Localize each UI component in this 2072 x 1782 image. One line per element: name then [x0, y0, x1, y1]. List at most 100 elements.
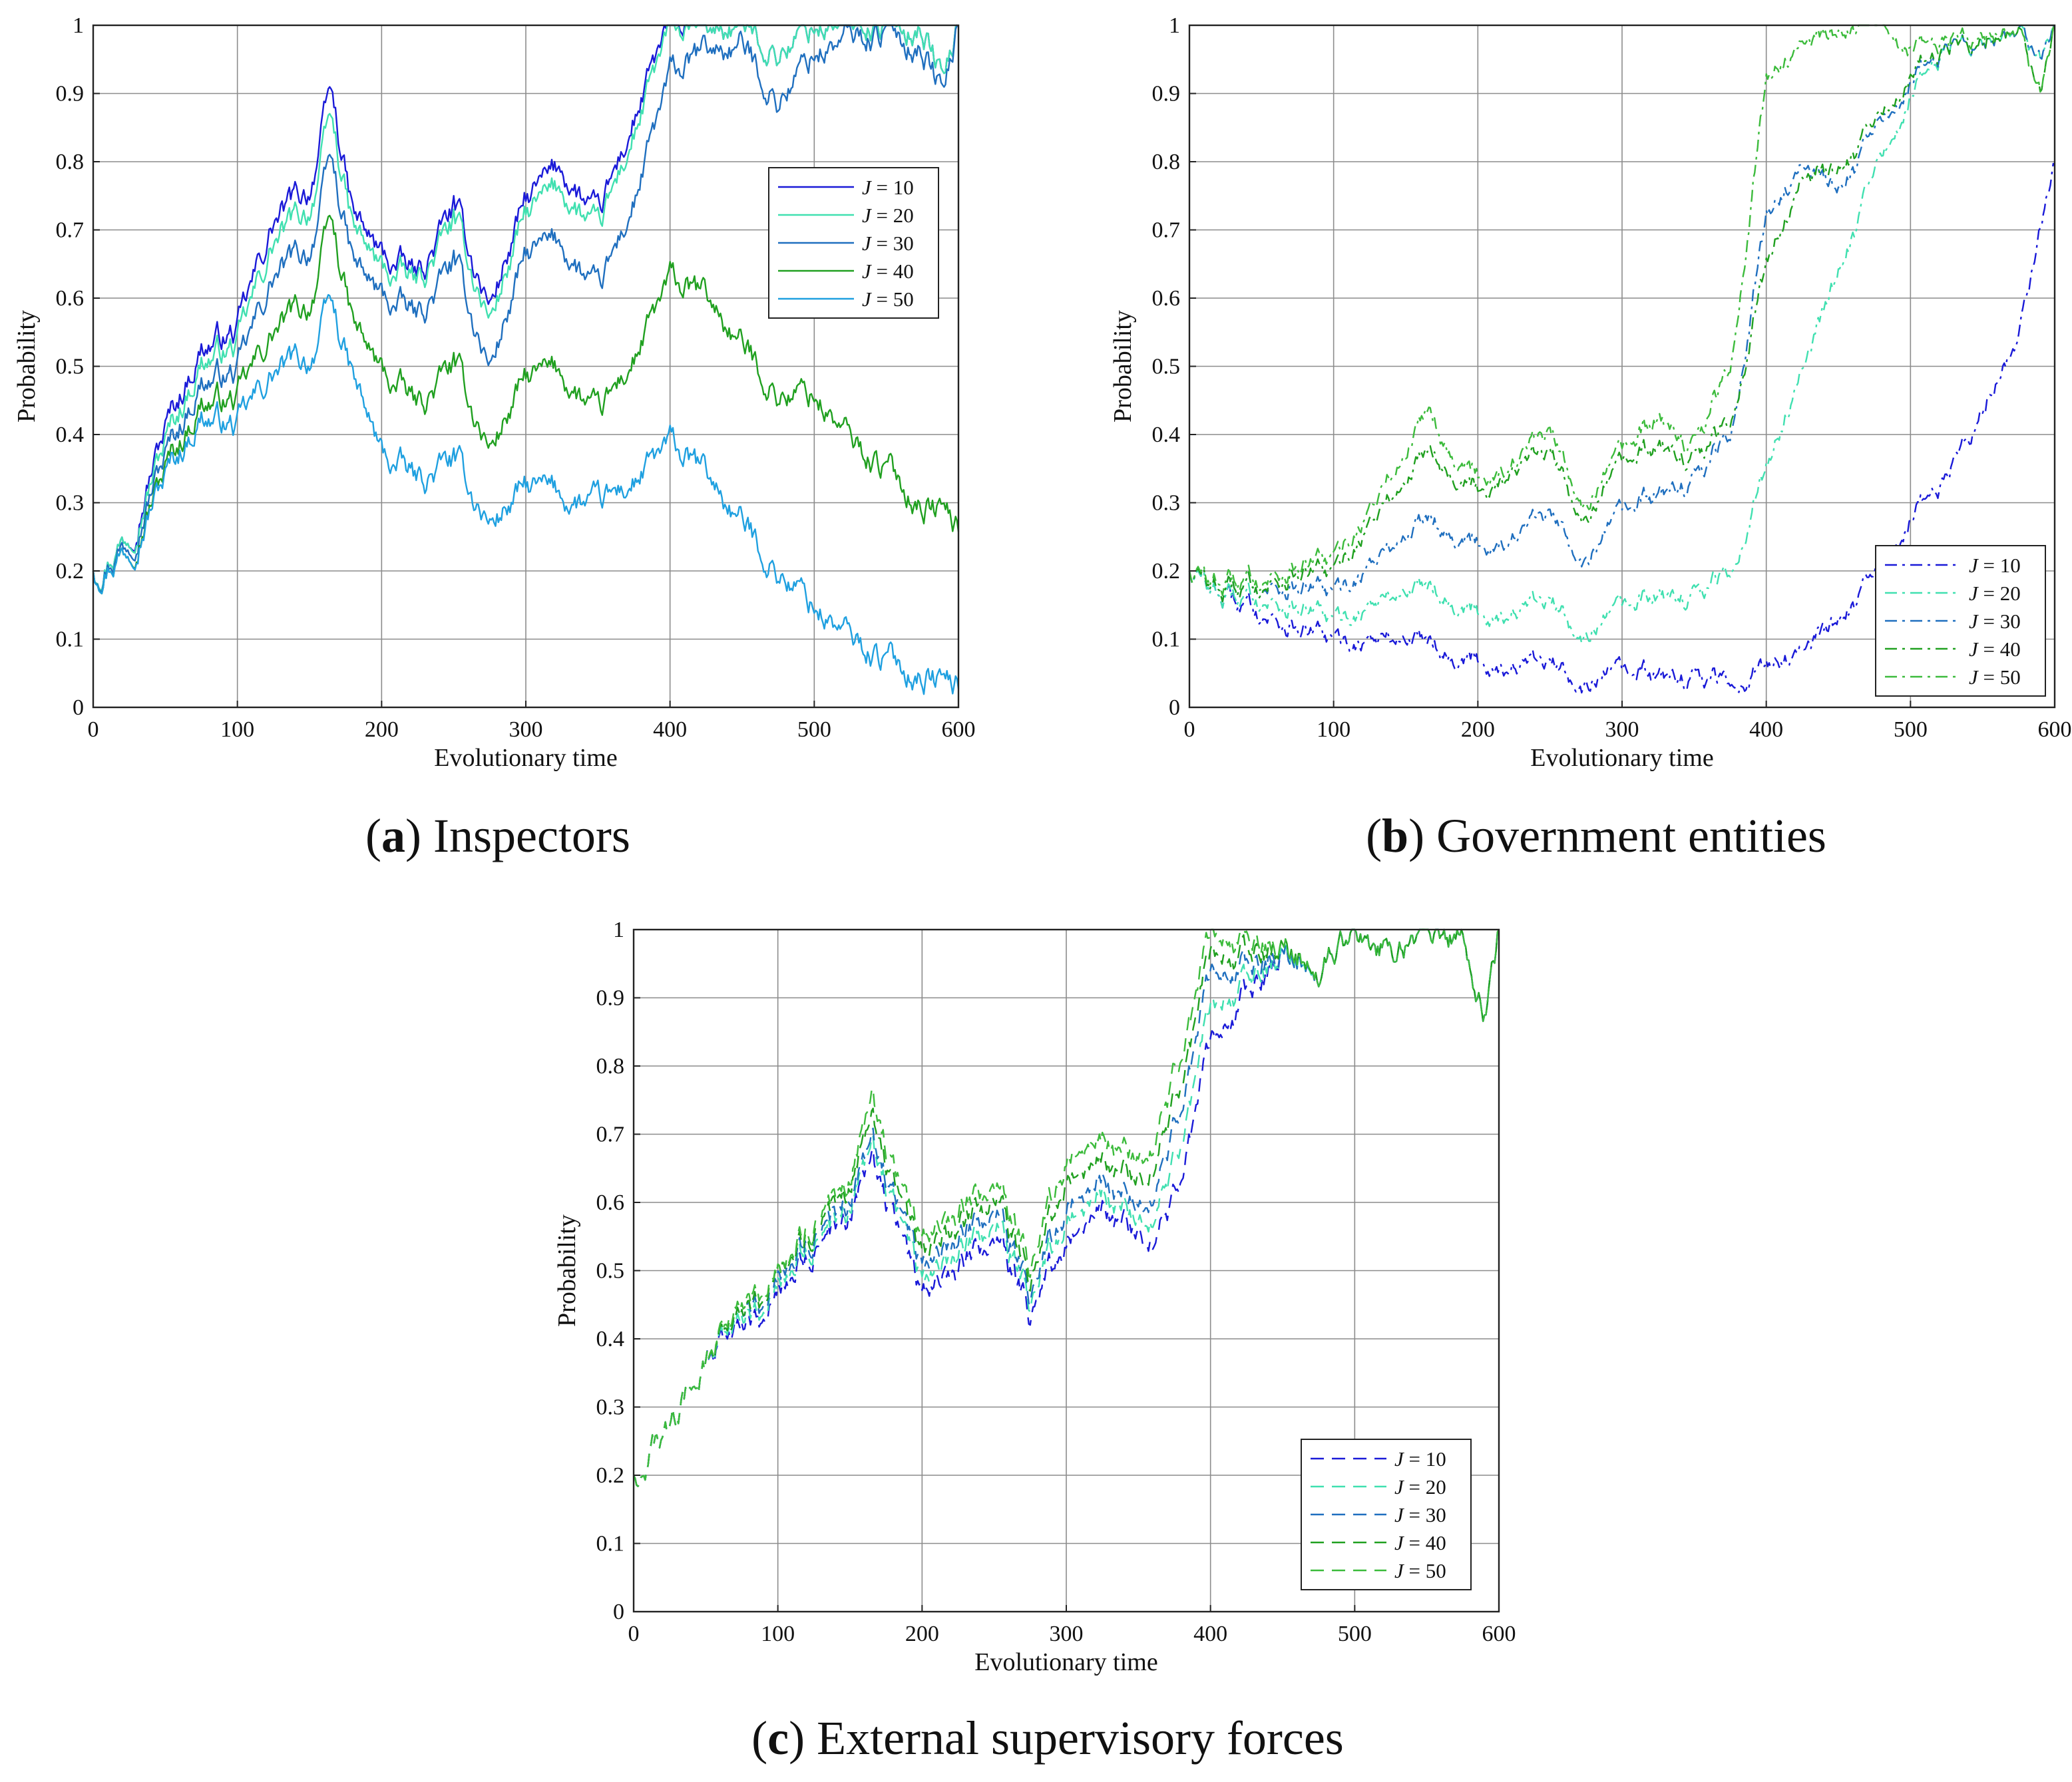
x-axis-label: Evolutionary time [434, 744, 617, 772]
caption-paren-close: ) [405, 809, 421, 862]
legend-value: = 50 [871, 287, 914, 311]
y-tick-label: 0.1 [56, 627, 85, 652]
legend-symbol: J [862, 232, 872, 255]
x-tick-label: 100 [1317, 717, 1350, 742]
panel-caption: (b) Government entities [1366, 809, 1826, 862]
legend-symbol: J [1969, 610, 1979, 633]
legend-value: = 20 [871, 204, 914, 227]
panel-caption: (a) Inspectors [365, 809, 630, 862]
y-tick-label: 0.4 [596, 1327, 625, 1351]
legend-symbol: J [862, 287, 872, 311]
caption-text: Inspectors [421, 809, 630, 862]
y-tick-label: 1 [1169, 13, 1180, 38]
caption-text: External supervisory forces [805, 1711, 1344, 1765]
legend-label-50: J = 50 [862, 287, 914, 311]
y-tick-label: 1 [613, 918, 624, 942]
series-group [92, 24, 960, 695]
y-tick-label: 0.9 [596, 986, 625, 1011]
y-tick-label: 0.2 [1152, 559, 1181, 584]
x-tick-label: 300 [509, 717, 543, 742]
series-line-50 [92, 293, 960, 695]
legend-value: = 40 [1404, 1531, 1446, 1554]
panel-b: 0 100 200 300 400 500 600 0 0.1 0.2 0.3 0.4 0.5 0.6 0.… [1109, 13, 2072, 862]
legend-value: = 30 [1404, 1503, 1446, 1526]
legend-box [1301, 1439, 1472, 1590]
legend-label-50: J = 50 [1969, 665, 2021, 689]
y-tick-label: 0.3 [1152, 491, 1181, 516]
legend-symbol: J [1969, 554, 1979, 577]
y-tick-label: 0 [1169, 695, 1180, 720]
x-tick-label: 300 [1605, 717, 1639, 742]
legend-label-30: J = 30 [862, 232, 914, 255]
y-tick-label: 0.5 [56, 355, 85, 379]
y-tick-label: 0.7 [596, 1123, 625, 1147]
legend: J = 10J = 20J = 30J = 40J = 50 [1301, 1439, 1472, 1590]
legend-symbol: J [862, 176, 872, 199]
legend-label-20: J = 20 [1394, 1475, 1446, 1499]
legend-symbol: J [1969, 582, 1979, 605]
legend-symbol: J [1969, 665, 1979, 689]
y-tick-label: 0.7 [56, 218, 85, 243]
legend-value: = 30 [871, 232, 914, 255]
caption-paren-open: ( [751, 1711, 767, 1765]
legend-symbol: J [1394, 1475, 1404, 1499]
caption-paren-open: ( [1366, 809, 1382, 862]
legend-value: = 10 [871, 176, 914, 199]
x-tick-label: 600 [942, 717, 976, 742]
legend: J = 10J = 20J = 30J = 40J = 50 [768, 167, 939, 319]
x-tick-label: 0 [628, 1622, 640, 1646]
y-axis-label: Probability [553, 1214, 581, 1327]
x-tick-label: 300 [1050, 1622, 1084, 1646]
y-tick-label: 0.9 [1152, 82, 1181, 106]
series-group [1188, 24, 2056, 694]
series-line-20 [632, 928, 1500, 1487]
legend-label-20: J = 20 [862, 204, 914, 227]
series-line-30 [92, 24, 959, 593]
legend-symbol: J [1394, 1447, 1404, 1471]
y-tick-label: 0.1 [596, 1532, 625, 1556]
y-tick-label: 0.6 [56, 286, 85, 311]
series-line-30 [1188, 24, 2056, 603]
caption-paren-close: ) [1408, 809, 1424, 862]
legend-value: = 50 [1978, 665, 2021, 689]
y-tick-label: 0 [613, 1600, 624, 1624]
y-tick-label: 0.8 [1152, 150, 1181, 174]
y-tick-label: 0.9 [56, 82, 85, 106]
caption-paren-close: ) [789, 1711, 805, 1765]
legend-value: = 30 [1978, 610, 2021, 633]
x-tick-label: 400 [1749, 717, 1783, 742]
x-tick-label: 200 [905, 1622, 939, 1646]
caption-paren-open: ( [365, 809, 381, 862]
x-tick-label: 500 [1894, 717, 1928, 742]
legend-label-30: J = 30 [1394, 1503, 1446, 1526]
legend-symbol: J [862, 260, 872, 283]
legend-label-10: J = 10 [1969, 554, 2021, 577]
x-tick-label: 600 [1482, 1622, 1516, 1646]
caption-letter: b [1382, 809, 1408, 862]
y-tick-label: 0.3 [596, 1395, 625, 1420]
legend-value: = 10 [1404, 1447, 1446, 1471]
y-tick-label: 0 [73, 695, 84, 720]
legend-symbol: J [1394, 1503, 1404, 1526]
legend-label-40: J = 40 [1394, 1531, 1446, 1554]
legend-label-40: J = 40 [1969, 637, 2021, 661]
y-tick-label: 0.1 [1152, 627, 1181, 652]
legend-symbol: J [1394, 1559, 1404, 1582]
series-line-20 [92, 24, 959, 592]
panel-c: 0 100 200 300 400 500 600 0 0.1 0.2 0.3 0.4 0.5 0.6 0.… [553, 918, 1516, 1765]
legend-label-50: J = 50 [1394, 1559, 1446, 1582]
y-tick-label: 0.4 [1152, 423, 1181, 447]
x-tick-label: 600 [2038, 717, 2072, 742]
legend-label-40: J = 40 [862, 260, 914, 283]
y-tick-label: 0.2 [596, 1463, 625, 1488]
caption-letter: c [767, 1711, 789, 1765]
x-tick-label: 100 [761, 1622, 795, 1646]
legend-value: = 20 [1404, 1475, 1446, 1499]
legend-label-30: J = 30 [1969, 610, 2021, 633]
y-tick-label: 0.2 [56, 559, 85, 584]
legend: J = 10J = 20J = 30J = 40J = 50 [1875, 545, 2046, 697]
x-axis-label: Evolutionary time [1530, 744, 1713, 772]
x-tick-label: 200 [1461, 717, 1495, 742]
y-tick-label: 0.7 [1152, 218, 1181, 243]
